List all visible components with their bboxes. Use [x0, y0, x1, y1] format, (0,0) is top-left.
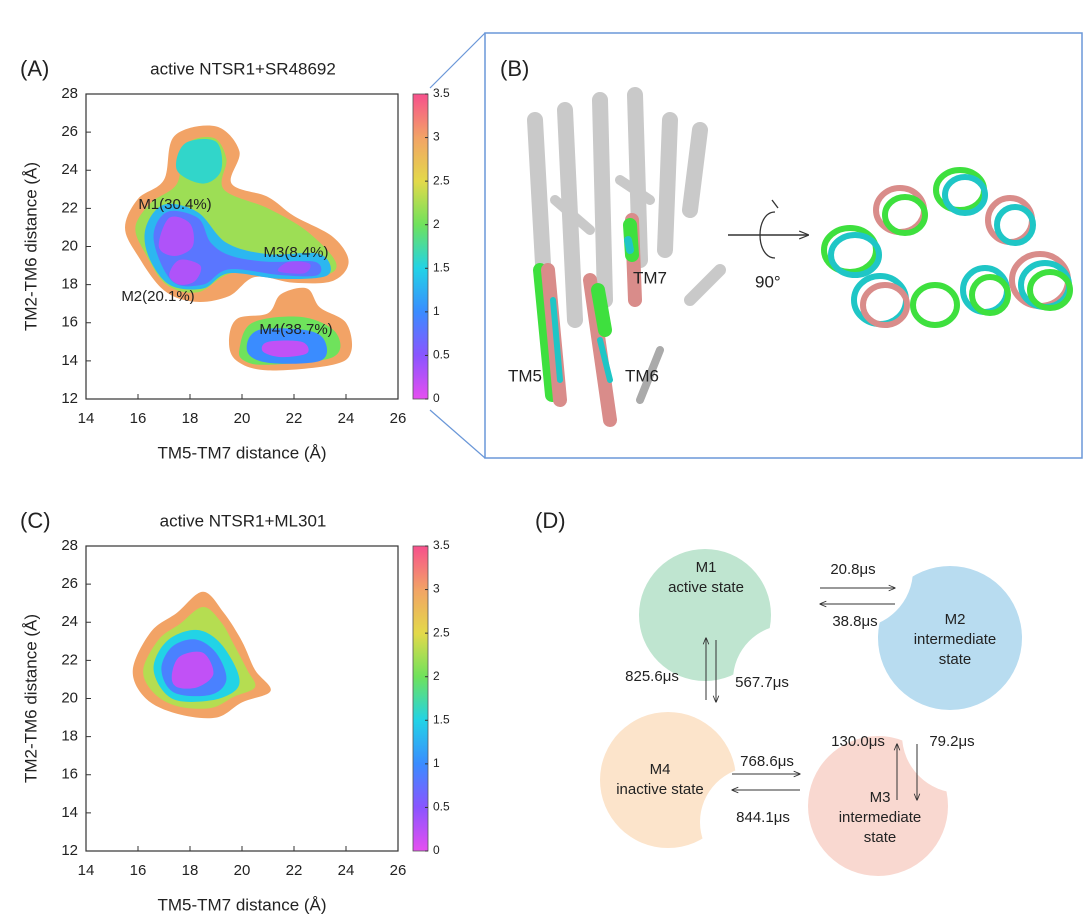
colorbar-tick-label: 2: [433, 217, 440, 231]
y-tick-label: 22: [61, 651, 78, 668]
node-state: intermediate: [839, 809, 922, 826]
colorbar-tick-label: 1: [433, 304, 440, 318]
y-tick-label: 24: [61, 161, 78, 178]
colorbar-tick-label: 2.5: [433, 625, 450, 639]
transition-time: 79.2μs: [929, 733, 974, 750]
colorbar-tick-label: 0.5: [433, 800, 450, 814]
panel-label: (B): [500, 56, 529, 81]
state-node: [808, 736, 948, 876]
panel-label: (C): [20, 508, 51, 533]
x-tick-label: 14: [78, 410, 95, 427]
colorbar-tick-label: 1.5: [433, 260, 450, 274]
y-tick-label: 12: [61, 390, 78, 407]
panel-label: (D): [535, 508, 566, 533]
node-state: state: [939, 651, 972, 668]
y-tick-label: 14: [61, 804, 78, 821]
node-state: inactive state: [616, 781, 704, 798]
x-tick-label: 20: [234, 410, 251, 427]
y-tick-label: 16: [61, 766, 78, 783]
node-name: M4: [650, 761, 671, 778]
y-tick-label: 26: [61, 575, 78, 592]
colorbar-tick-label: 3.5: [433, 538, 450, 552]
helix-label: TM5: [508, 366, 542, 385]
colorbar-tick-label: 2: [433, 669, 440, 683]
transition-time: 38.8μs: [832, 613, 877, 630]
colorbar-tick-label: 0: [433, 391, 440, 405]
y-tick-label: 18: [61, 728, 78, 745]
density-contour: [262, 340, 309, 357]
colorbar-tick-label: 3.5: [433, 86, 450, 100]
x-axis-label: TM5-TM7 distance (Å): [157, 443, 326, 462]
x-tick-label: 18: [182, 410, 199, 427]
y-tick-label: 28: [61, 537, 78, 554]
transition-time: 130.0μs: [831, 733, 885, 750]
annotation: M2(20.1%): [121, 288, 194, 305]
rotation-label: 90°: [755, 272, 781, 291]
y-tick-label: 12: [61, 842, 78, 859]
rotation-curl: [772, 200, 778, 208]
x-tick-label: 24: [338, 410, 355, 427]
y-tick-label: 18: [61, 276, 78, 293]
node-name: M1: [696, 559, 717, 576]
annotation: M3(8.4%): [263, 244, 328, 261]
node-state: state: [864, 829, 897, 846]
annotation: M4(38.7%): [259, 321, 332, 338]
x-tick-label: 16: [130, 862, 147, 879]
connector: [430, 33, 485, 88]
transition-time: 844.1μs: [736, 809, 790, 826]
y-tick-label: 22: [61, 199, 78, 216]
node-name: M3: [870, 789, 891, 806]
protein-colored-helices: [540, 220, 635, 420]
x-tick-label: 22: [286, 410, 303, 427]
y-axis-label: TM2-TM6 distance (Å): [21, 162, 40, 331]
y-tick-label: 20: [61, 237, 78, 254]
chart-title: active NTSR1+SR48692: [150, 59, 336, 78]
x-axis-label: TM5-TM7 distance (Å): [157, 895, 326, 914]
transition-time: 768.6μs: [740, 753, 794, 770]
transition-time: 567.7μs: [735, 674, 789, 691]
panel-label: (A): [20, 56, 49, 81]
colorbar: [413, 94, 428, 399]
annotation: M1(30.4%): [138, 196, 211, 213]
colorbar: [413, 546, 428, 851]
y-axis-label: TM2-TM6 distance (Å): [21, 614, 40, 783]
x-tick-label: 14: [78, 862, 95, 879]
colorbar-tick-label: 3: [433, 130, 440, 144]
colorbar-tick-label: 2.5: [433, 173, 450, 187]
node-name: M2: [945, 611, 966, 628]
chart-title: active NTSR1+ML301: [160, 511, 327, 530]
x-tick-label: 26: [390, 862, 407, 879]
y-tick-label: 24: [61, 613, 78, 630]
x-tick-label: 26: [390, 410, 407, 427]
colorbar-tick-label: 1: [433, 756, 440, 770]
node-state: active state: [668, 579, 744, 596]
x-tick-label: 24: [338, 862, 355, 879]
node-state: intermediate: [914, 631, 997, 648]
y-tick-label: 14: [61, 352, 78, 369]
x-tick-label: 20: [234, 862, 251, 879]
figure: (B) TM7 TM5 TM6 90°: [0, 0, 1083, 915]
colorbar-tick-label: 3: [433, 582, 440, 596]
y-tick-label: 28: [61, 85, 78, 102]
x-tick-label: 16: [130, 410, 147, 427]
density-chart: (A) active NTSR1+SR48692 TM5-TM7 distance …: [20, 56, 450, 463]
transition-time: 20.8μs: [830, 561, 875, 578]
helix-label: TM7: [633, 268, 667, 287]
colorbar-tick-label: 0: [433, 843, 440, 857]
y-tick-label: 20: [61, 689, 78, 706]
protein-top-view: [824, 170, 1070, 325]
y-tick-label: 26: [61, 123, 78, 140]
x-tick-label: 22: [286, 862, 303, 879]
helix-label: TM6: [625, 366, 659, 385]
panel-b: (B) TM7 TM5 TM6 90°: [430, 33, 1082, 458]
connector: [430, 410, 485, 458]
transition-time: 825.6μs: [625, 668, 679, 685]
density-chart: (C) active NTSR1+ML301 TM5-TM7 distance (Å…: [20, 508, 450, 915]
y-tick-label: 16: [61, 314, 78, 331]
x-tick-label: 18: [182, 862, 199, 879]
colorbar-tick-label: 1.5: [433, 712, 450, 726]
colorbar-tick-label: 0.5: [433, 348, 450, 362]
